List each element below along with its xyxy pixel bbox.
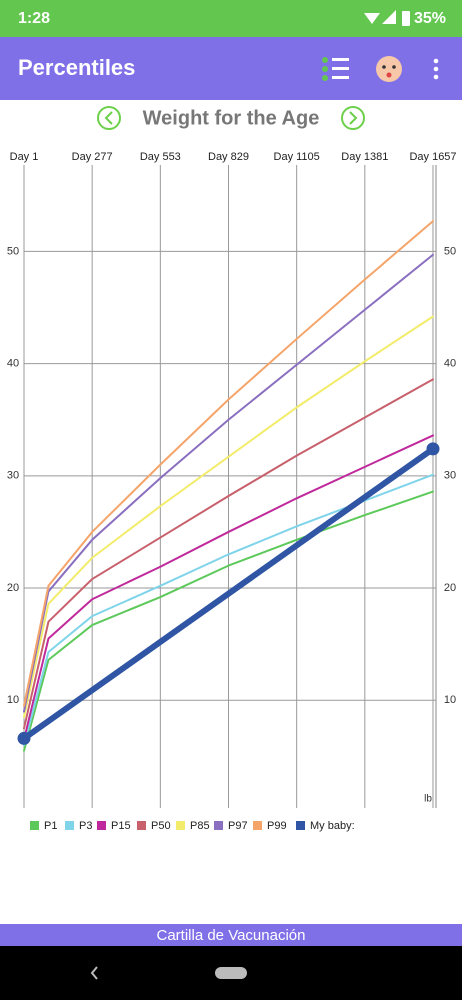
battery-icon	[402, 11, 410, 26]
nav-back[interactable]	[90, 966, 98, 980]
percentile-line	[23, 490, 434, 752]
list-button[interactable]	[322, 57, 349, 81]
legend-label: P15	[111, 820, 131, 832]
x-tick-label: Day 277	[72, 151, 113, 163]
legend-swatch	[30, 821, 39, 830]
percentile-line	[23, 220, 434, 707]
y2-tick-label: 30	[444, 470, 456, 482]
y-tick-label: 40	[7, 358, 19, 370]
status-time: 1:28	[18, 10, 50, 27]
chart-title: Weight for the Age	[143, 107, 320, 129]
legend-label: P97	[228, 820, 248, 832]
y2-tick-label: 10	[444, 694, 456, 706]
legend-swatch	[253, 821, 262, 830]
y-tick-label: 30	[7, 470, 19, 482]
legend-label: P50	[151, 820, 171, 832]
baby-button[interactable]	[376, 56, 402, 82]
baby-point	[17, 731, 31, 745]
nav-home[interactable]	[215, 967, 247, 979]
y2-tick-label: 50	[444, 245, 456, 257]
legend-label: My baby:	[310, 820, 355, 832]
legend-swatch	[65, 821, 74, 830]
footer-label[interactable]: Cartilla de Vacunación	[157, 927, 306, 944]
percentile-line	[23, 315, 434, 719]
wifi-icon	[364, 13, 380, 24]
status-bar	[0, 0, 462, 37]
legend-swatch	[97, 821, 106, 830]
next-button[interactable]	[341, 106, 365, 130]
baby-point	[426, 442, 440, 456]
x-tick-label: Day 829	[208, 151, 249, 163]
prev-button[interactable]	[97, 106, 121, 130]
legend-label: P85	[190, 820, 210, 832]
x-tick-label: Day 1657	[409, 151, 456, 163]
legend-label: P1	[44, 820, 57, 832]
menu-button[interactable]	[433, 58, 439, 80]
legend-swatch	[137, 821, 146, 830]
x-tick-label: Day 553	[140, 151, 181, 163]
percentile-line	[23, 253, 434, 713]
y2-tick-label: 40	[444, 358, 456, 370]
legend-swatch	[296, 821, 305, 830]
y2-tick-label: 20	[444, 582, 456, 594]
x-tick-label: Day 1381	[341, 151, 388, 163]
legend-label: P3	[79, 820, 92, 832]
percentile-line	[23, 378, 434, 730]
status-battery: 35%	[414, 10, 446, 27]
x-tick-label: Day 1	[10, 151, 39, 163]
baby-line	[21, 445, 436, 742]
plot: Day 1 Day 277 Day 553 Day 829 Day 1105 Day 13…	[7, 151, 457, 832]
unit-label: lb	[424, 794, 432, 805]
y-tick-label: 20	[7, 582, 19, 594]
legend-swatch	[176, 821, 185, 830]
app-title: Percentiles	[18, 55, 135, 80]
percentile-line	[23, 434, 434, 741]
y-tick-label: 10	[7, 694, 19, 706]
legend-label: P99	[267, 820, 287, 832]
y-tick-label: 50	[7, 245, 19, 257]
signal-icon	[382, 10, 396, 24]
x-tick-label: Day 1105	[274, 151, 320, 163]
footer-bar[interactable]	[0, 924, 462, 946]
legend-swatch	[214, 821, 223, 830]
